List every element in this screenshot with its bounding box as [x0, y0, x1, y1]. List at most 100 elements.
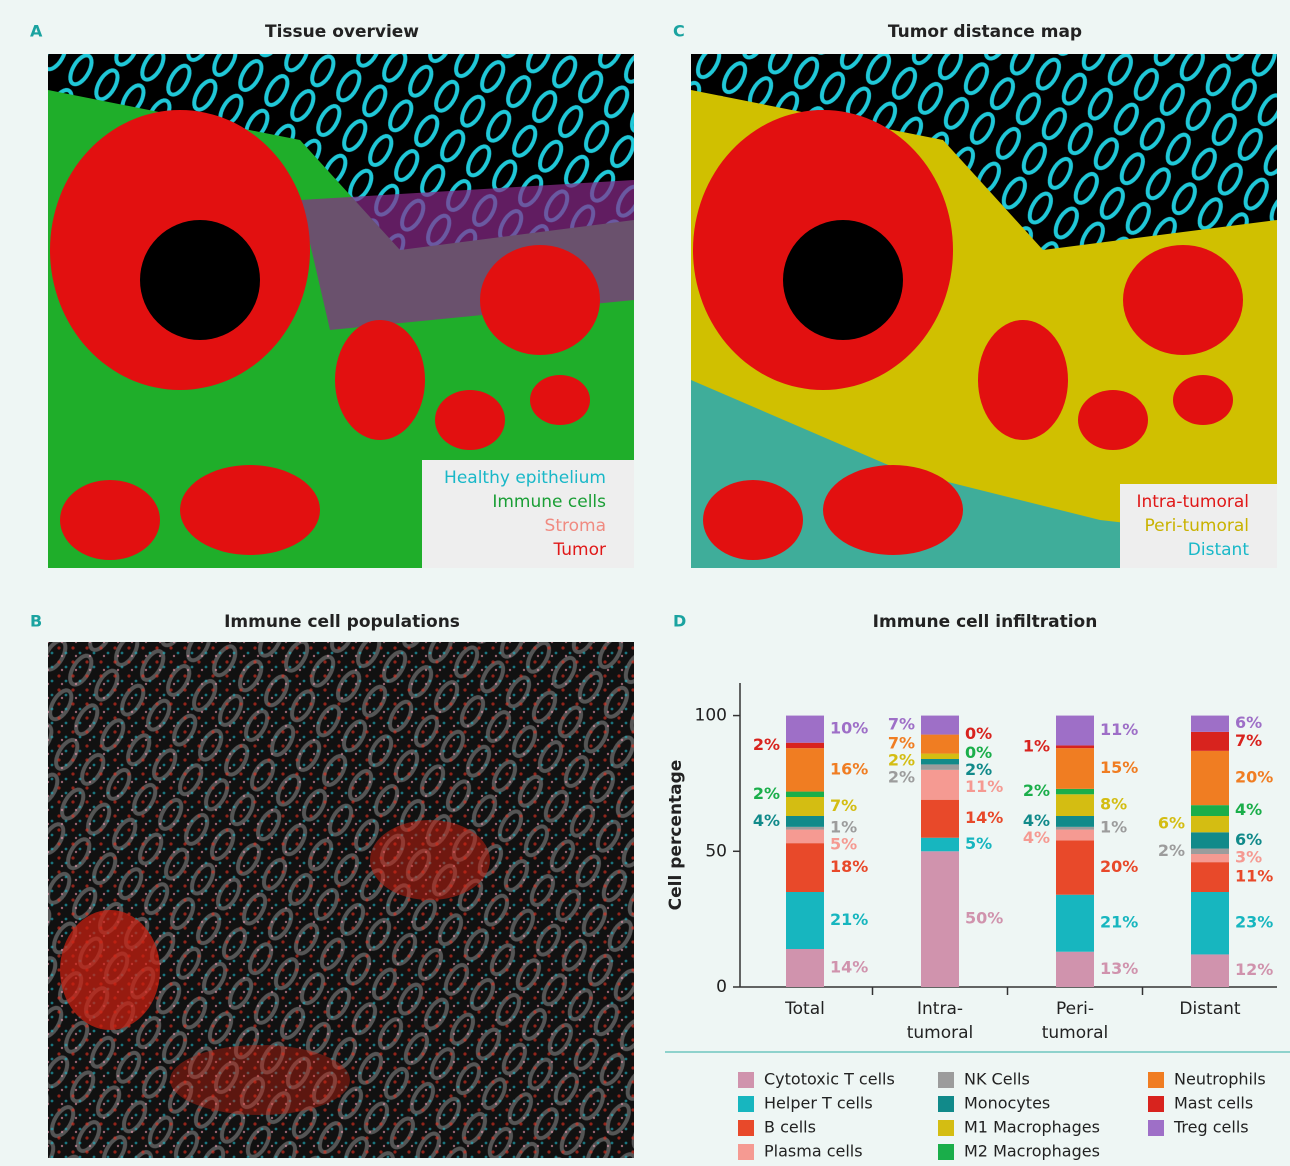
bar-segment	[921, 851, 959, 987]
value-label: 20%	[1100, 857, 1138, 876]
bar-segment	[1056, 827, 1094, 830]
legend-swatch	[1148, 1072, 1164, 1088]
panel-letter: D	[673, 612, 686, 631]
panel-letter: B	[30, 612, 42, 631]
value-label: 7%	[830, 796, 857, 815]
value-label: 1%	[1023, 736, 1050, 755]
legend-label: Stroma	[545, 516, 606, 536]
bar-segment	[786, 892, 824, 949]
value-label: 50%	[965, 909, 1003, 928]
value-label: 4%	[753, 811, 780, 830]
legend-swatch	[738, 1072, 754, 1088]
legend-label: Monocytes	[964, 1094, 1050, 1113]
value-label: 21%	[1100, 913, 1138, 932]
y-tick-label: 50	[705, 841, 727, 861]
legend-label: Tumor	[552, 540, 606, 560]
value-label: 6%	[1235, 830, 1262, 849]
value-label: 7%	[888, 715, 915, 734]
bar-segment	[1056, 789, 1094, 794]
bar-segment	[921, 764, 959, 769]
bar-segment	[921, 838, 959, 852]
panel-title: Tumor distance map	[888, 22, 1082, 42]
bar-segment	[1056, 895, 1094, 952]
bar-segment	[786, 830, 824, 844]
y-axis-label: Cell percentage	[666, 760, 686, 911]
bar-segment	[921, 716, 959, 735]
value-label: 11%	[1100, 720, 1138, 739]
panel-title: Tissue overview	[265, 22, 419, 42]
legend-label: Mast cells	[1174, 1094, 1253, 1113]
bar-segment	[921, 735, 959, 754]
bar-segment	[1191, 849, 1229, 854]
bar-segment	[1056, 794, 1094, 816]
bar-segment	[1191, 862, 1229, 892]
y-tick-label: 0	[716, 977, 727, 997]
bar-segment	[1056, 745, 1094, 748]
legend-label: Peri-tumoral	[1145, 516, 1249, 536]
bar-segment	[1191, 854, 1229, 862]
legend-swatch	[738, 1120, 754, 1136]
value-label: 18%	[830, 857, 868, 876]
bar-segment	[786, 949, 824, 987]
legend-label: Cytotoxic T cells	[764, 1070, 895, 1089]
value-label: 14%	[830, 958, 868, 977]
value-label: 20%	[1235, 768, 1273, 787]
value-label: 11%	[965, 777, 1003, 796]
bar-segment	[786, 816, 824, 827]
legend-swatch	[938, 1120, 954, 1136]
bar-segment	[1056, 830, 1094, 841]
legend-swatch	[1148, 1096, 1164, 1112]
value-label: 6%	[1235, 713, 1262, 732]
value-label: 2%	[1158, 841, 1185, 860]
value-label: 13%	[1100, 959, 1138, 978]
value-label: 21%	[830, 910, 868, 929]
bar-segment	[1191, 832, 1229, 848]
bar-segment	[1191, 716, 1229, 732]
bar-segment	[1191, 954, 1229, 987]
value-label: 11%	[1235, 867, 1273, 886]
value-label: 23%	[1235, 913, 1273, 932]
bar-segment	[1191, 751, 1229, 805]
x-tick-label: Distant	[1145, 997, 1275, 1021]
tissue-image-b	[48, 642, 634, 1158]
legend-label: B cells	[764, 1118, 816, 1137]
bar-segment	[1056, 816, 1094, 827]
value-label: 16%	[830, 759, 868, 778]
legend-label: M1 Macrophages	[964, 1118, 1100, 1137]
bar-segment	[786, 748, 824, 791]
bar-segment	[921, 754, 959, 759]
value-label: 4%	[1023, 828, 1050, 847]
bar-segment	[1191, 732, 1229, 751]
figure: Immune cell infiltration Cell percentage…	[0, 0, 1290, 1166]
x-tick-label: Total	[740, 997, 870, 1021]
value-label: 12%	[1235, 960, 1273, 979]
bar-segment	[1056, 952, 1094, 987]
panel-title: Immune cell populations	[224, 612, 460, 632]
panel-letter: C	[673, 22, 685, 41]
legend-swatch	[1148, 1120, 1164, 1136]
x-tick-label: Intra- tumoral	[875, 997, 1005, 1045]
value-label: 6%	[1158, 814, 1185, 833]
legend-swatch	[738, 1144, 754, 1160]
legend-swatch	[738, 1096, 754, 1112]
value-label: 2%	[753, 784, 780, 803]
legend-label: Neutrophils	[1174, 1070, 1266, 1089]
figure-canvas: Immune cell infiltration Cell percentage…	[0, 0, 1290, 1166]
legend-swatch	[938, 1072, 954, 1088]
value-label: 14%	[965, 808, 1003, 827]
value-label: 2%	[1023, 781, 1050, 800]
value-label: 3%	[1235, 848, 1262, 867]
legend-label: NK Cells	[964, 1070, 1030, 1089]
legend-label: Helper T cells	[764, 1094, 873, 1113]
value-label: 1%	[1100, 818, 1127, 837]
legend-label: Healthy epithelium	[444, 468, 606, 488]
bar-segment	[786, 797, 824, 816]
bar-segment	[921, 759, 959, 764]
y-tick-label: 100	[695, 706, 727, 726]
value-label: 15%	[1100, 758, 1138, 777]
bar-segment	[786, 716, 824, 743]
value-label: 4%	[1235, 800, 1262, 819]
value-label: 2%	[888, 768, 915, 787]
legend-label: Treg cells	[1173, 1118, 1249, 1137]
legend-swatch	[938, 1096, 954, 1112]
